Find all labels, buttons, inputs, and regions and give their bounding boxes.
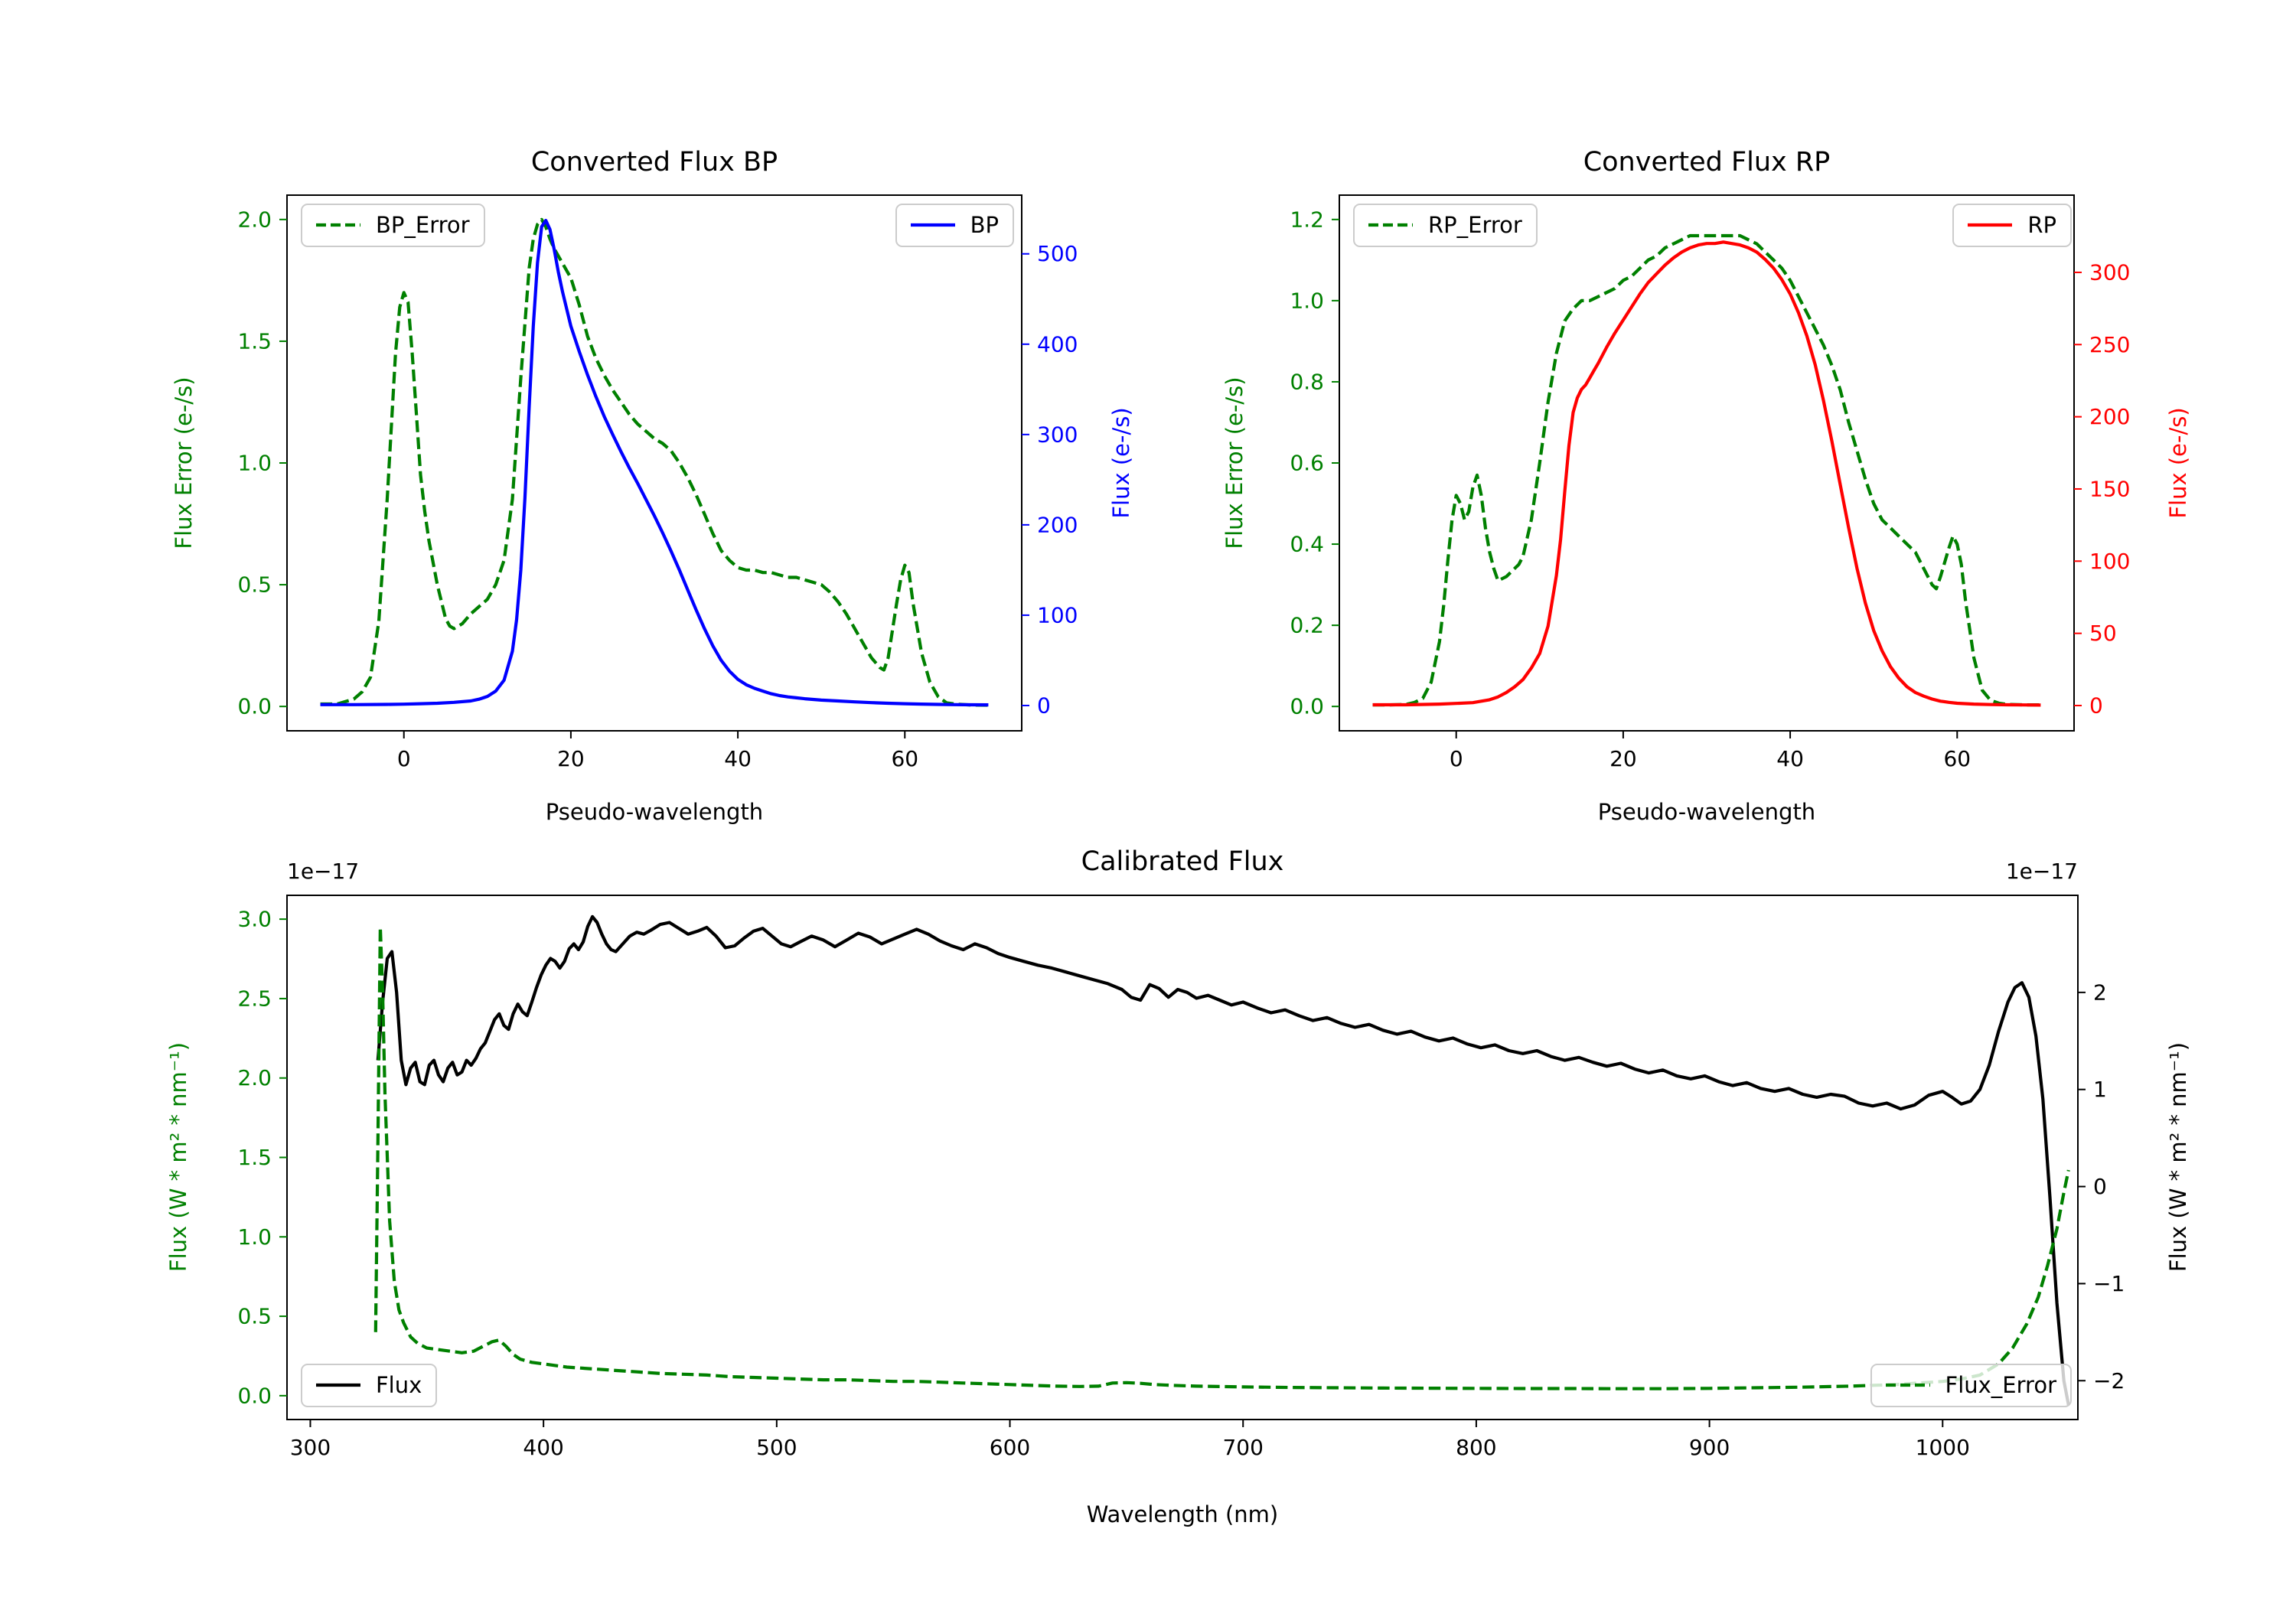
series-RP (1372, 240, 2041, 707)
left-y-tick-label: 0.6 (1290, 451, 1324, 476)
left-y-tick-label: 1.0 (237, 451, 272, 476)
x-tick-label: 40 (1776, 746, 1804, 771)
legend-flux-error: Flux_Error (1870, 1364, 2072, 1407)
left-y-tick-label: 2.5 (237, 986, 272, 1011)
left-y-tick-label: 1.5 (237, 1145, 272, 1170)
y-axis-label-bp-flux: Flux (e-/s) (1108, 407, 1134, 519)
x-tick-label: 600 (990, 1435, 1030, 1460)
legend-line-sample (1885, 1382, 1930, 1388)
x-tick-label: 0 (397, 746, 411, 771)
x-tick-label: 400 (523, 1435, 563, 1460)
left-y-tick-label: 1.0 (237, 1224, 272, 1250)
legend-bp-error: BP_Error (301, 204, 485, 247)
right-y-tick-label: −1 (2093, 1271, 2125, 1296)
legend-line-sample (316, 1382, 360, 1388)
series-Flux_Error (373, 925, 2070, 1390)
chart-rp: 0 20 40 60 0.0 0.2 0.4 0.6 0.8 1.0 1.2 0 50 100 150 200… (1290, 194, 2130, 771)
legend-line-sample (910, 222, 955, 228)
axes-frame (1339, 194, 2075, 732)
legend-label: BP_Error (376, 212, 470, 238)
left-y-tick-label: 0.5 (237, 572, 272, 598)
right-y-tick-label: 2 (2093, 980, 2107, 1005)
offset-text-right: 1e−17 (2005, 859, 2078, 884)
y-axis-label-rp-error: Flux Error (e-/s) (1221, 376, 1247, 549)
legend-label: Flux_Error (1945, 1372, 2056, 1398)
y-axis-label-cal-flux: Flux (W * m² * nm⁻¹) (2165, 1041, 2191, 1273)
x-tick-label: 0 (1450, 746, 1463, 771)
legend-line-sample (1368, 222, 1413, 228)
legend-line-sample (1968, 222, 2013, 228)
chart-title-bp: Converted Flux BP (530, 147, 778, 178)
right-y-tick-label: 0 (1037, 693, 1051, 718)
right-y-tick-label: 0 (2093, 1174, 2107, 1199)
right-y-tick-label: 1 (2093, 1077, 2107, 1102)
chart-title-rp: Converted Flux RP (1583, 147, 1831, 178)
x-tick-label: 20 (557, 746, 585, 771)
x-axis-label-bp: Pseudo-wavelength (545, 799, 764, 825)
left-y-tick-label: 2.0 (237, 207, 272, 232)
x-tick-label: 60 (891, 746, 918, 771)
left-y-tick-label: 0.0 (1290, 694, 1324, 719)
series-RP_Error (1372, 233, 2041, 707)
right-y-tick-label: 100 (1037, 602, 1078, 627)
legend-rp: RP (1952, 204, 2072, 247)
y-axis-label-rp-flux: Flux (e-/s) (2165, 407, 2191, 519)
right-y-tick-label: −2 (2093, 1368, 2125, 1393)
x-tick-label: 40 (724, 746, 752, 771)
offset-text-left: 1e−17 (287, 859, 360, 884)
axes-frame (286, 895, 2079, 1420)
left-y-tick-label: 0.8 (1290, 369, 1324, 394)
right-y-tick-label: 200 (2089, 404, 2130, 429)
right-y-tick-label: 400 (1037, 331, 1078, 357)
chart-title-calibrated: Calibrated Flux (1081, 846, 1284, 877)
legend-label: Flux (376, 1372, 422, 1398)
right-y-tick-label: 200 (1037, 512, 1078, 537)
left-y-tick-label: 1.2 (1290, 207, 1324, 232)
right-y-tick-label: 500 (1037, 241, 1078, 266)
chart-cal: 300 400 500 600 700 800 900 1000 0.0 0.5 1.0 1.5 2.0… (237, 895, 2125, 1460)
right-y-tick-label: 150 (2089, 476, 2130, 501)
left-y-tick-label: 3.0 (237, 907, 272, 932)
right-y-tick-label: 250 (2089, 332, 2130, 357)
legend-rp-error: RP_Error (1353, 204, 1538, 247)
legend-line-sample (316, 222, 360, 228)
chart-bp: 0 20 40 60 0.0 0.5 1.0 1.5 2.0 0 100 200 300 400 500 (237, 194, 1078, 771)
legend-label: BP (970, 212, 999, 238)
x-tick-label: 1000 (1916, 1435, 1970, 1460)
x-axis-label-rp: Pseudo-wavelength (1597, 799, 1816, 825)
axes-frame (286, 194, 1022, 732)
legend-label: RP_Error (1428, 212, 1522, 238)
left-y-tick-label: 0.5 (237, 1304, 272, 1329)
right-y-tick-label: 300 (1037, 422, 1078, 447)
right-y-tick-label: 50 (2089, 621, 2117, 646)
right-y-tick-label: 0 (2089, 693, 2103, 718)
legend-label: RP (2027, 212, 2056, 238)
series-Flux (376, 914, 2070, 1406)
right-y-tick-label: 300 (2089, 259, 2130, 285)
x-tick-label: 900 (1689, 1435, 1730, 1460)
legend-flux: Flux (301, 1364, 438, 1407)
right-y-tick-label: 100 (2089, 549, 2130, 574)
x-tick-label: 300 (290, 1435, 331, 1460)
left-y-tick-label: 0.0 (237, 694, 272, 719)
series-BP_Error (320, 217, 989, 707)
y-axis-label-bp-error: Flux Error (e-/s) (171, 376, 197, 549)
x-axis-label-calibrated: Wavelength (nm) (1086, 1501, 1279, 1527)
x-tick-label: 700 (1222, 1435, 1263, 1460)
left-y-tick-label: 2.0 (237, 1065, 272, 1090)
left-y-tick-label: 1.5 (237, 328, 272, 354)
x-tick-label: 500 (756, 1435, 797, 1460)
left-y-tick-label: 0.4 (1290, 532, 1324, 557)
series-BP (320, 219, 989, 707)
left-y-tick-label: 0.0 (237, 1383, 272, 1408)
y-axis-label-cal-flux-error: Flux (W * m² * nm⁻¹) (165, 1041, 191, 1273)
x-tick-label: 60 (1943, 746, 1971, 771)
legend-bp: BP (895, 204, 1014, 247)
left-y-tick-label: 1.0 (1290, 288, 1324, 313)
left-y-tick-label: 0.2 (1290, 613, 1324, 638)
x-tick-label: 800 (1456, 1435, 1496, 1460)
x-tick-label: 20 (1609, 746, 1637, 771)
